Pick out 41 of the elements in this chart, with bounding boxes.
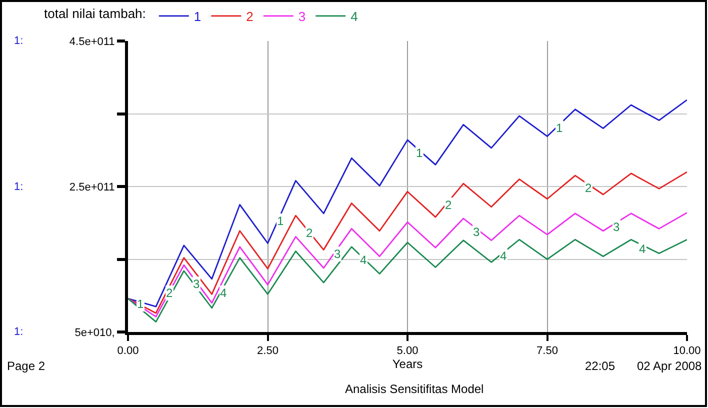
legend-label: 2 <box>246 9 254 24</box>
annotation: 3 <box>613 220 620 234</box>
annotation: 1 <box>416 146 423 160</box>
x-tick-label: 0.00 <box>117 345 139 358</box>
text: 1: <box>14 181 24 193</box>
text: 22:05 <box>585 359 616 373</box>
text: Analisis Sensitifitas Model <box>345 382 484 396</box>
text: Page 2 <box>7 359 46 373</box>
annotation: 2 <box>306 226 313 240</box>
line-series <box>128 212 687 318</box>
text: 1: <box>14 35 24 47</box>
annotation: 2 <box>445 198 452 212</box>
x-tick-label: 5.00 <box>396 345 418 358</box>
legend-label: 1 <box>194 9 202 24</box>
annotation: 1 <box>137 297 144 311</box>
annotation: 4 <box>639 242 646 256</box>
annotation: 4 <box>220 286 227 300</box>
annotation: 3 <box>473 225 480 239</box>
y-tick-label: 2.5e+011 <box>69 181 115 194</box>
line-series <box>128 99 687 308</box>
annotation: 2 <box>585 181 592 195</box>
x-axis-title: Years <box>392 357 423 372</box>
annotation: 4 <box>500 249 507 263</box>
text: 02 Apr 2008 <box>637 359 702 373</box>
legend-title: total nilai tambah: <box>44 6 146 21</box>
annotation: 3 <box>334 247 341 261</box>
x-tick-label: 2.50 <box>257 345 278 358</box>
x-tick-label: 7.50 <box>536 345 558 358</box>
legend-label: 3 <box>298 9 306 24</box>
annotation: 1 <box>556 121 563 135</box>
annotation: 4 <box>360 253 367 267</box>
y-tick-label: 4.5e+011 <box>69 36 115 48</box>
legend-label: 4 <box>350 9 358 24</box>
text: 1: <box>14 326 24 338</box>
y-tick-label: 5e+010, <box>74 326 115 339</box>
line-series <box>128 171 687 314</box>
line-series <box>128 238 687 323</box>
annotation: 3 <box>193 277 200 291</box>
x-tick-label: 10.00 <box>673 345 701 358</box>
annotation: 1 <box>277 214 284 228</box>
annotation: 2 <box>166 286 173 300</box>
